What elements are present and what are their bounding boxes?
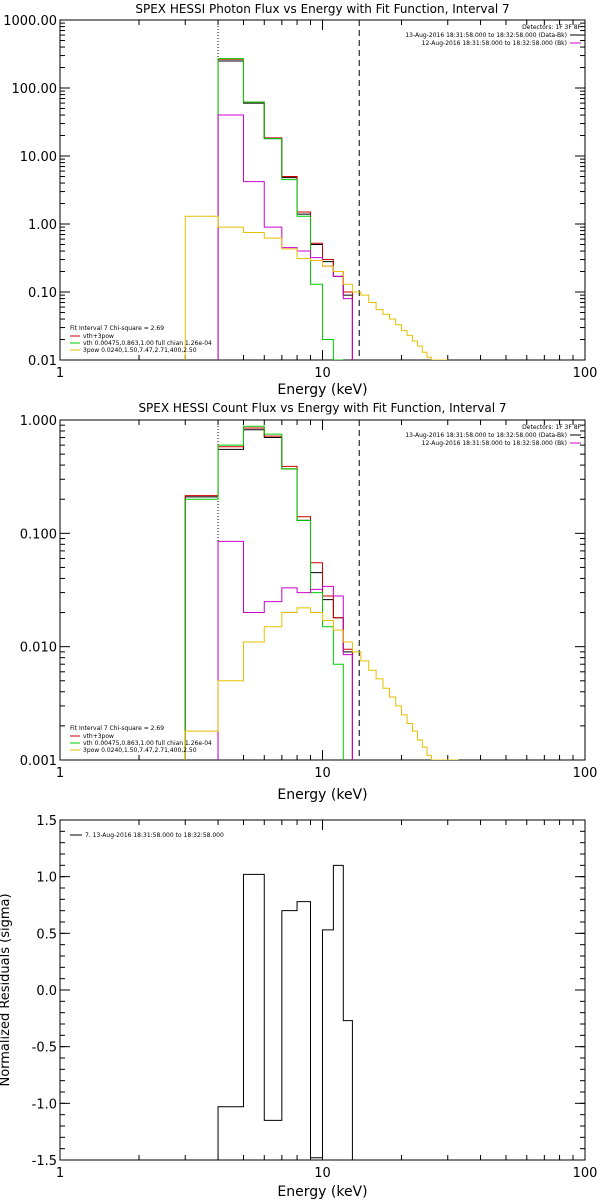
series-line-3 xyxy=(217,114,353,360)
legend-entry-label: 12-Aug-2016 18:31:58.000 to 18:32:58.000… xyxy=(422,440,567,447)
legend-entry-label: vth+3pow xyxy=(83,333,114,340)
legend-detectors: Detectors: 1F 3F 8F xyxy=(522,24,581,31)
legend-entry-label: vth 0.00475,0.863,1.00 full chian 1.26e-… xyxy=(83,340,212,347)
x-tick-label: 100 xyxy=(573,1166,598,1181)
x-axis-label: Energy (keV) xyxy=(277,787,367,803)
y-tick-label: 0.0 xyxy=(36,984,57,999)
panel-title: SPEX HESSI Count Flux vs Energy with Fit… xyxy=(138,401,506,415)
legend-entry-label: vth+3pow xyxy=(83,733,114,740)
y-tick-label: 0.01 xyxy=(28,354,57,369)
plot-area xyxy=(184,425,459,760)
series-line-4 xyxy=(184,215,448,360)
panel-title: SPEX HESSI Photon Flux vs Energy with Fi… xyxy=(135,2,509,16)
legend-fit-header: Fit Interval 7 Chi-square = 2.69 xyxy=(70,725,164,732)
series-line-0 xyxy=(217,60,353,360)
series-line-1 xyxy=(217,58,353,360)
legend-entry-label: 3pow 0.0240,1.50,7.47,2.71,400,2.50 xyxy=(83,747,197,754)
x-tick-label: 10 xyxy=(314,366,331,381)
y-tick-label: 0.010 xyxy=(20,641,57,656)
legend-entry-label: 12-Aug-2016 18:31:58.000 to 18:32:58.000… xyxy=(422,40,567,47)
legend-entry-label: 13-Aug-2016 18:31:58.000 to 18:32:58.000… xyxy=(405,432,567,439)
x-axis-label: Energy (keV) xyxy=(277,382,367,398)
y-tick-label: 1000.00 xyxy=(3,14,57,29)
series-line-3 xyxy=(217,540,353,760)
y-tick-label: 1.0 xyxy=(36,871,57,886)
y-tick-label: -0.5 xyxy=(32,1041,57,1056)
x-tick-label: 100 xyxy=(573,366,598,381)
x-tick-label: 10 xyxy=(314,766,331,781)
legend-detectors: Detectors: 1F 3F 8F xyxy=(522,424,581,431)
count-flux-panel: SPEX HESSI Count Flux vs Energy with Fit… xyxy=(20,401,598,803)
y-tick-label: 1.00 xyxy=(28,218,57,233)
series-line-0 xyxy=(184,429,353,760)
x-tick-label: 1 xyxy=(56,1166,64,1181)
x-tick-label: 10 xyxy=(314,1166,331,1181)
legend-fit-header: Fit Interval 7 Chi-square = 2.69 xyxy=(70,325,164,332)
photon-flux-panel: SPEX HESSI Photon Flux vs Energy with Fi… xyxy=(3,2,597,398)
y-tick-label: -1.5 xyxy=(32,1154,57,1169)
series-line-2 xyxy=(217,58,344,360)
y-axis-label: Normalized Residuals (sigma) xyxy=(0,893,13,1086)
y-tick-label: 0.5 xyxy=(36,927,57,942)
y-tick-label: 1.5 xyxy=(36,814,57,829)
y-tick-label: -1.0 xyxy=(32,1097,57,1112)
y-tick-label: 10.00 xyxy=(20,150,57,165)
y-tick-label: 100.00 xyxy=(12,82,58,97)
legend-entry-label: 3pow 0.0240,1.50,7.47,2.71,400,2.50 xyxy=(83,347,197,354)
x-tick-label: 1 xyxy=(56,366,64,381)
y-tick-label: 1.000 xyxy=(20,414,57,429)
y-tick-label: 0.10 xyxy=(28,286,57,301)
series-line-2 xyxy=(184,425,344,760)
series-line-1 xyxy=(184,427,353,760)
series-line-4 xyxy=(184,607,459,760)
legend-entry-label: 13-Aug-2016 18:31:58.000 to 18:32:58.000… xyxy=(405,32,567,39)
plot-area xyxy=(184,58,448,360)
series-line-0 xyxy=(217,864,353,1160)
legend-entry-label: 7. 13-Aug-2016 18:31:58.000 to 18:32:58.… xyxy=(85,832,224,839)
y-tick-label: 0.001 xyxy=(20,754,57,769)
y-tick-label: 0.100 xyxy=(20,527,57,542)
residuals-panel: Energy (keV) Normalized Residuals (sigma… xyxy=(0,814,597,1200)
x-tick-label: 100 xyxy=(573,766,598,781)
legend-entry-label: vth 0.00475,0.863,1.00 full chian 1.26e-… xyxy=(83,740,212,747)
plot-area xyxy=(217,864,353,1160)
x-tick-label: 1 xyxy=(56,766,64,781)
x-axis-label: Energy (keV) xyxy=(277,1184,367,1200)
